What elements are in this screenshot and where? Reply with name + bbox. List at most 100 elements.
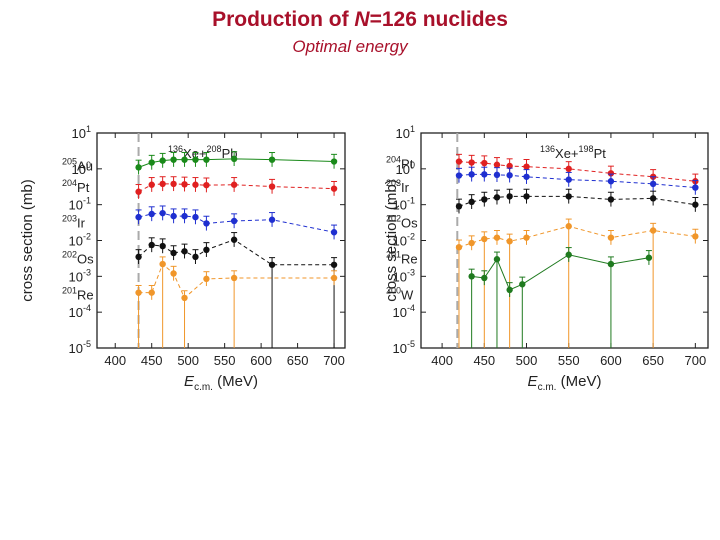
series-re: [135, 256, 338, 348]
data-point: [607, 234, 615, 241]
data-point: [565, 251, 572, 258]
y-tick-label: 10-2: [69, 232, 91, 249]
data-point: [330, 185, 338, 192]
data-point: [330, 229, 338, 236]
y-tick-label: 10-5: [393, 339, 415, 356]
data-point: [468, 159, 475, 166]
series-line: [458, 173, 696, 189]
x-tick-label: 550: [214, 353, 236, 368]
data-point: [192, 213, 199, 221]
data-point: [607, 196, 615, 203]
data-point: [170, 212, 177, 220]
data-point: [493, 161, 501, 168]
series-au: [135, 151, 338, 175]
data-point: [607, 178, 615, 185]
series-line: [138, 263, 335, 299]
x-tick-label: 400: [431, 353, 453, 368]
y-tick-label: 10-1: [393, 196, 415, 213]
x-tick-label: 700: [323, 353, 345, 368]
data-point: [135, 213, 142, 221]
data-point: [468, 198, 475, 206]
chart-1: 400 450 500 550 600 650 700 101 100 10-1 10-2 10-3 1…: [19, 124, 346, 393]
data-point: [565, 165, 572, 173]
chart-2: 400 450 500 550 600 650 700 101 100 10-1 10-2 10-3 1…: [383, 124, 709, 393]
data-point: [468, 171, 475, 178]
data-point: [493, 171, 501, 179]
data-point: [170, 270, 177, 277]
y-tick-label: 100: [72, 160, 91, 177]
series-pt: [455, 153, 699, 189]
isotope-label: 202Os: [386, 214, 418, 231]
series-line: [471, 254, 649, 291]
data-point: [455, 203, 463, 210]
data-point: [148, 289, 155, 296]
series-ir: [135, 205, 338, 240]
data-point: [455, 158, 463, 165]
data-point: [468, 239, 475, 247]
y-tick-label: 10-3: [69, 267, 91, 284]
data-point: [649, 180, 657, 188]
data-point: [159, 260, 166, 268]
isotope-label: 204Pt: [386, 154, 414, 171]
y-tick-label: 10-4: [69, 303, 91, 320]
data-point: [565, 193, 572, 200]
x-axis-label: Ec.m. (MeV): [528, 373, 602, 393]
data-point: [181, 248, 188, 255]
data-point: [159, 209, 166, 217]
x-tick-label: 700: [684, 353, 706, 368]
data-point: [506, 238, 513, 245]
data-point: [481, 274, 488, 282]
data-point: [148, 159, 155, 166]
series-line: [458, 161, 696, 182]
data-point: [493, 256, 501, 263]
data-point: [159, 180, 166, 188]
data-point: [135, 164, 142, 171]
data-point: [506, 172, 513, 179]
data-point: [523, 163, 530, 170]
data-point: [203, 156, 210, 163]
series-line: [138, 212, 335, 233]
isotope-label: 205Au: [62, 156, 93, 173]
series-line: [458, 225, 696, 248]
isotope-label: 202Os: [62, 249, 94, 266]
plot-frame: [96, 132, 346, 349]
isotope-label: 201Re: [386, 249, 418, 266]
series-line: [138, 239, 335, 266]
data-point: [181, 156, 188, 163]
data-point: [203, 275, 210, 283]
slide-subtitle: Optimal energy: [292, 37, 408, 56]
x-tick-label: 650: [287, 353, 309, 368]
data-point: [692, 233, 699, 240]
data-point: [506, 286, 513, 294]
data-point: [268, 261, 276, 268]
y-tick-label: 10-3: [393, 267, 415, 284]
data-point: [230, 274, 238, 282]
data-point: [230, 181, 238, 188]
data-point: [192, 253, 199, 261]
data-point: [493, 194, 501, 201]
data-point: [159, 242, 166, 250]
data-point: [645, 254, 653, 261]
data-point: [481, 235, 488, 243]
x-tick-label: 600: [600, 353, 622, 368]
data-point: [203, 220, 210, 227]
series-re: [455, 218, 699, 348]
data-point: [523, 193, 530, 200]
data-point: [192, 181, 199, 188]
data-point: [330, 274, 338, 282]
data-point: [523, 234, 530, 241]
data-point: [170, 249, 177, 257]
y-tick-label: 10-2: [393, 232, 415, 249]
data-point: [481, 159, 488, 167]
data-point: [607, 170, 615, 177]
data-point: [170, 180, 177, 188]
series-line: [138, 158, 335, 168]
plot-frame: [420, 132, 709, 349]
y-tick-label: 10-5: [69, 339, 91, 356]
data-point: [148, 210, 155, 218]
x-tick-label: 600: [250, 353, 272, 368]
data-point: [506, 193, 513, 200]
isotope-label: 200W: [386, 285, 414, 302]
data-point: [148, 241, 155, 249]
